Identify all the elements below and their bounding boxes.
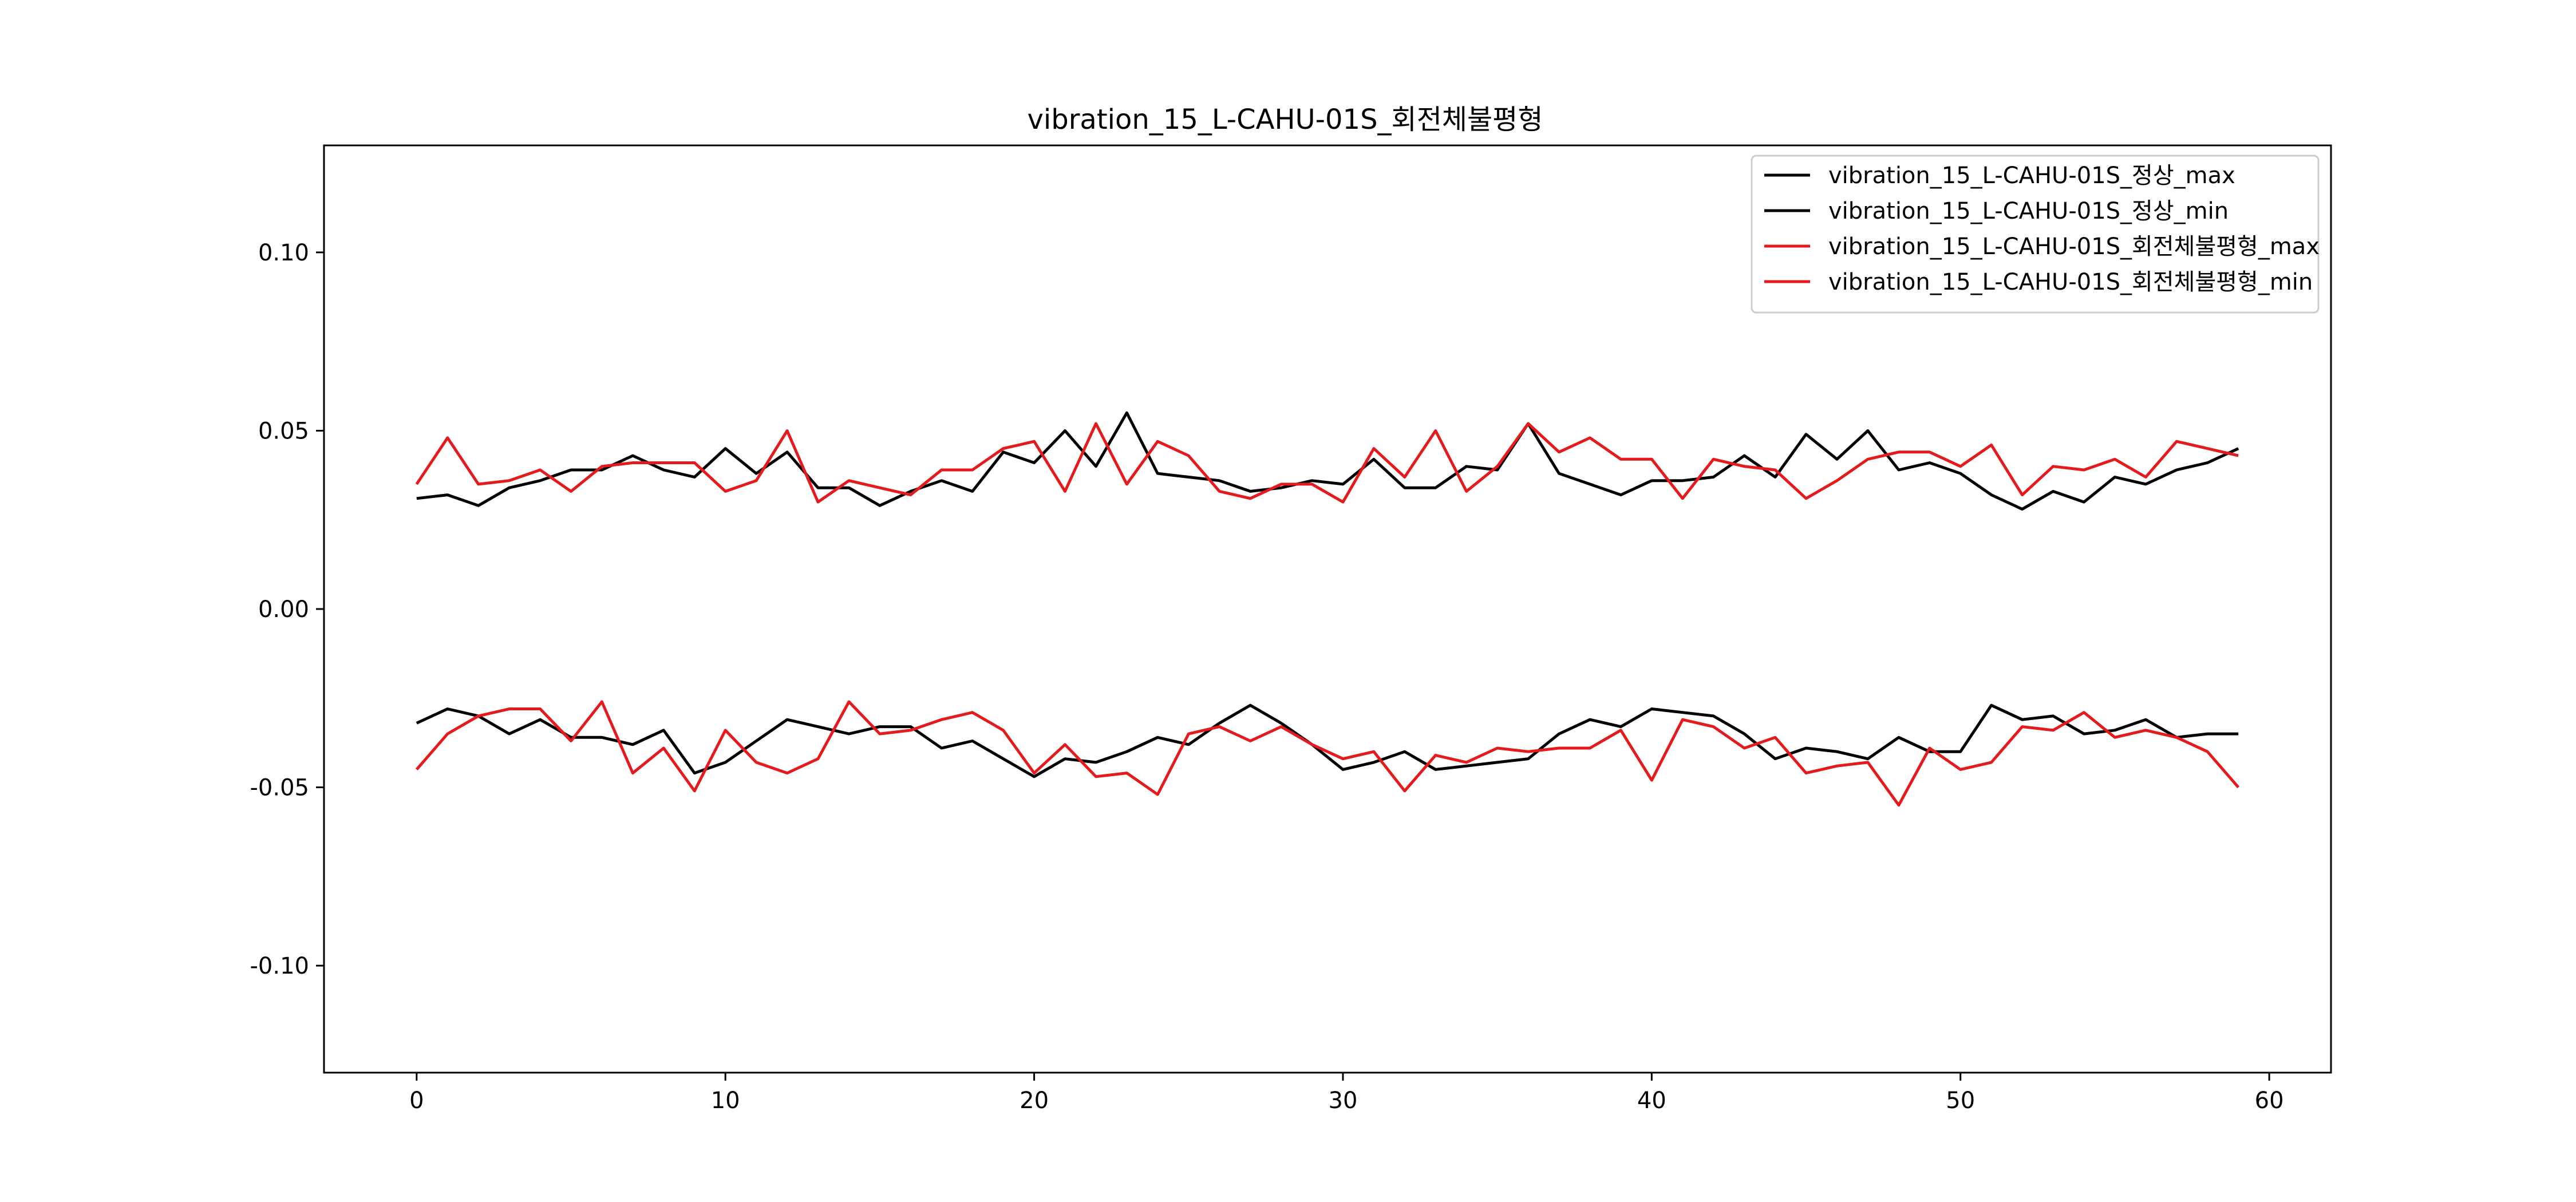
legend-box xyxy=(1751,155,2320,314)
x-tick-label-5: 50 xyxy=(1946,1088,1975,1114)
x-axis: 0 10 20 30 40 50 60 xyxy=(409,1073,2284,1114)
series-layer xyxy=(415,411,2240,807)
y-tick-label-2: 0.00 xyxy=(258,596,309,623)
series-line-0 xyxy=(416,411,2239,511)
legend-label-2: vibration_15_L-CAHU-01S_회전체불평형_max xyxy=(1828,234,2320,260)
series-line-3 xyxy=(415,700,2240,807)
legend: vibration_15_L-CAHU-01S_정상_max vibration_… xyxy=(1751,155,2320,314)
y-tick-label-1: 0.05 xyxy=(258,418,309,444)
x-tick-label-2: 20 xyxy=(1020,1088,1049,1114)
y-tick-label-3: -0.05 xyxy=(250,775,310,801)
legend-label-0: vibration_15_L-CAHU-01S_정상_max xyxy=(1828,163,2235,189)
y-tick-label-4: -0.10 xyxy=(250,953,310,979)
x-tick-label-1: 10 xyxy=(711,1088,740,1114)
y-axis: 0.10 0.05 0.00 -0.05 -0.10 xyxy=(250,240,324,979)
x-tick-label-6: 60 xyxy=(2255,1088,2284,1114)
x-tick-label-4: 40 xyxy=(1637,1088,1666,1114)
chart-title: vibration_15_L-CAHU-01S_회전체불평형 xyxy=(1027,104,1543,136)
x-tick-label-0: 0 xyxy=(409,1088,424,1114)
y-tick-label-0: 0.10 xyxy=(258,240,309,266)
series-line-2 xyxy=(415,422,2239,504)
legend-label-1: vibration_15_L-CAHU-01S_정상_min xyxy=(1828,198,2229,224)
x-tick-label-3: 30 xyxy=(1329,1088,1358,1114)
legend-label-3: vibration_15_L-CAHU-01S_회전체불평형_min xyxy=(1828,269,2313,295)
